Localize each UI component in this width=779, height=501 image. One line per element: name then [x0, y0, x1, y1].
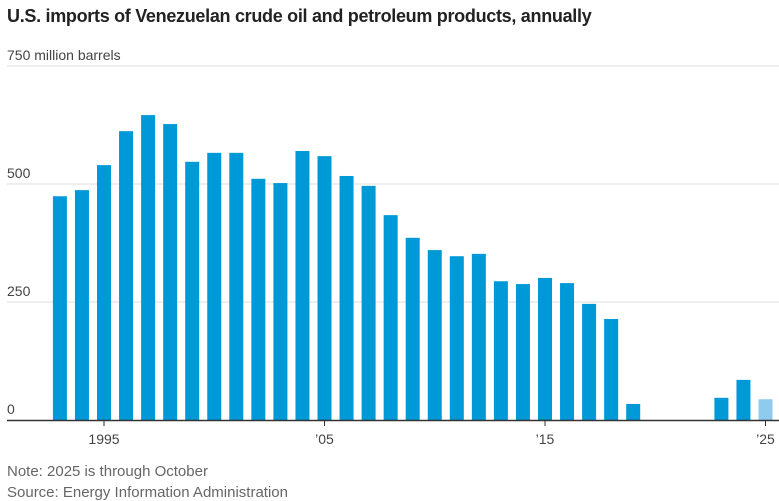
x-tick-label: ’05: [315, 431, 334, 447]
bar-2024: [736, 379, 751, 420]
bar-1994: [74, 190, 89, 420]
bar-2003: [273, 183, 288, 420]
bar-2004: [295, 150, 310, 420]
bar-2017: [582, 303, 597, 420]
bar-2006: [339, 175, 354, 420]
chart-source: Source: Energy Information Administratio…: [7, 484, 288, 501]
y-tick-label: 0: [7, 401, 15, 417]
chart-title: U.S. imports of Venezuelan crude oil and…: [7, 6, 592, 26]
x-tick-label: 1995: [88, 431, 119, 447]
bar-2011: [449, 256, 464, 420]
bar-1995: [97, 165, 111, 420]
y-tick-label: 500: [7, 165, 31, 181]
bar-2005: [317, 156, 332, 421]
bar-2013: [493, 281, 508, 420]
bar-2016: [560, 283, 575, 420]
bar-2018: [604, 318, 619, 420]
bar-2000: [207, 152, 222, 420]
bar-2023: [714, 397, 729, 420]
bar-1998: [163, 124, 178, 420]
bar-2014: [515, 284, 530, 420]
x-tick-label: ’15: [536, 431, 555, 447]
bar-1999: [185, 161, 200, 421]
x-tick-label: ’25: [756, 431, 775, 447]
bar-2002: [251, 178, 266, 420]
bar-2012: [471, 253, 486, 420]
bar-2001: [229, 152, 244, 420]
bar-1997: [141, 115, 156, 420]
y-tick-label: 250: [7, 283, 31, 299]
bar-2025: [758, 399, 773, 420]
bar-2009: [405, 237, 420, 420]
bar-2015: [538, 277, 552, 420]
bar-1993: [52, 196, 67, 420]
bar-1996: [119, 131, 134, 421]
bar-2010: [427, 250, 442, 420]
y-tick-label: 750 million barrels: [7, 47, 121, 63]
bar-2019: [626, 403, 641, 420]
chart-note: Note: 2025 is through October: [7, 463, 208, 480]
bar-2007: [361, 185, 376, 420]
bar-2008: [383, 215, 398, 420]
